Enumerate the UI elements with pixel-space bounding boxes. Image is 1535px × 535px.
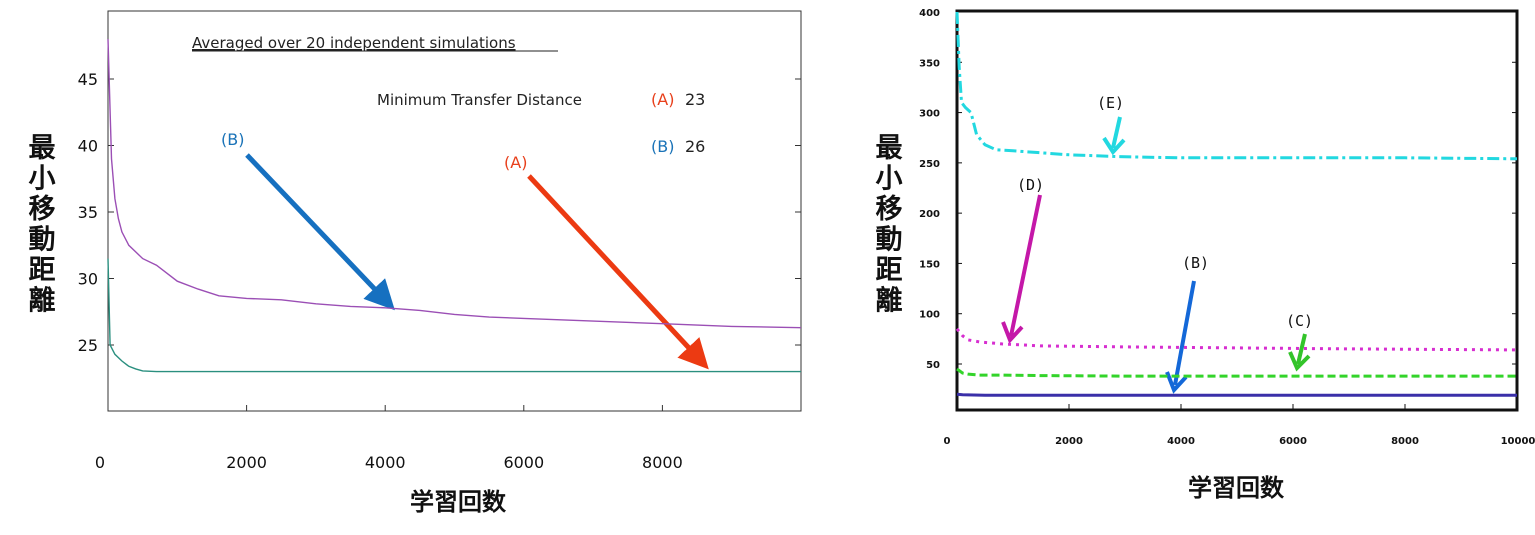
left-legend-value-b: 26 <box>685 137 705 156</box>
right-x-tick-label: 8000 <box>1391 436 1419 447</box>
right-y-tick-label: 350 <box>919 58 940 69</box>
right-ylabel-char: 距 <box>876 255 903 286</box>
left-ylabel-char: 動 <box>29 225 56 256</box>
right-chart: (E) (D) (B) (C) 学習回数 <box>955 9 1519 502</box>
left-y-tick-label: 45 <box>78 70 98 89</box>
right-y-tick-label: 100 <box>919 310 940 321</box>
left-y-tick-label: 40 <box>78 137 98 156</box>
left-legend-value-a: 23 <box>685 90 705 109</box>
right-ylabel-char: 最 <box>876 133 903 164</box>
left-legend-title: Minimum Transfer Distance <box>377 91 582 109</box>
right-y-tick-label: 400 <box>919 8 940 19</box>
left-x-tick-label: 0 <box>95 453 105 472</box>
right-ylabel-char: 動 <box>876 225 903 256</box>
right-arrow-d <box>1001 194 1042 344</box>
left-chart: Averaged over 20 independent simulations… <box>107 10 802 516</box>
left-y-tick-label: 35 <box>78 203 98 222</box>
right-annotation-e: (E) <box>1097 94 1124 112</box>
left-annotation-a: (A) <box>504 153 527 172</box>
right-y-tick-label: 300 <box>919 109 940 120</box>
right-x-tick-label: 0 <box>944 436 951 447</box>
right-ylabel-char: 小 <box>876 164 903 195</box>
left-y-tick-label: 30 <box>78 270 98 289</box>
left-ylabel-char: 移 <box>29 194 56 225</box>
right-y-tick-label: 50 <box>926 360 940 371</box>
right-x-tick-label: 4000 <box>1167 436 1195 447</box>
left-y-tick-label: 25 <box>78 336 98 355</box>
right-series-d-line <box>955 327 1518 352</box>
right-x-tick-label: 2000 <box>1055 436 1083 447</box>
left-subtitle: Averaged over 20 independent simulations <box>192 34 516 52</box>
right-arrow-e <box>1102 116 1126 156</box>
left-ylabel-char: 離 <box>29 285 56 317</box>
right-arrow-c <box>1288 333 1311 372</box>
right-series-c-line <box>956 367 1517 378</box>
right-annotation-c: (C) <box>1286 312 1313 330</box>
left-x-tick-label: 8000 <box>642 453 683 472</box>
left-series-a-line <box>107 258 801 373</box>
left-arrow-a <box>527 174 709 370</box>
right-y-tick-label: 200 <box>919 209 940 220</box>
right-y-tick-label: 150 <box>919 259 940 270</box>
left-ylabel-char: 距 <box>29 255 56 286</box>
left-x-tick-label: 6000 <box>503 453 544 472</box>
right-annotation-d: (D) <box>1017 176 1044 194</box>
right-xlabel: 学習回数 <box>1188 474 1285 502</box>
left-legend-tag-b: (B) <box>651 137 674 156</box>
right-arrow-b <box>1165 280 1196 394</box>
left-annotation-b: (B) <box>221 130 244 149</box>
right-ylabel-char: 離 <box>876 285 903 317</box>
right-y-tick-label: 250 <box>919 159 940 170</box>
left-ylabel-char: 最 <box>29 133 56 164</box>
left-series-b-line <box>107 39 802 329</box>
right-x-tick-label: 6000 <box>1279 436 1307 447</box>
left-x-tick-label: 2000 <box>226 453 267 472</box>
left-plot-frame <box>107 10 802 412</box>
left-x-tick-label: 4000 <box>365 453 406 472</box>
right-series-b-line <box>956 392 1517 397</box>
left-legend-tag-a: (A) <box>651 90 674 109</box>
right-x-tick-label: 10000 <box>1501 436 1535 447</box>
right-plot-frame <box>955 9 1519 412</box>
right-ylabel-char: 移 <box>876 194 903 225</box>
right-annotation-b: (B) <box>1182 254 1209 272</box>
left-ylabel-char: 小 <box>29 164 56 195</box>
left-xlabel: 学習回数 <box>410 488 507 516</box>
left-arrow-b <box>245 153 395 311</box>
right-series-e-line <box>955 11 1518 161</box>
